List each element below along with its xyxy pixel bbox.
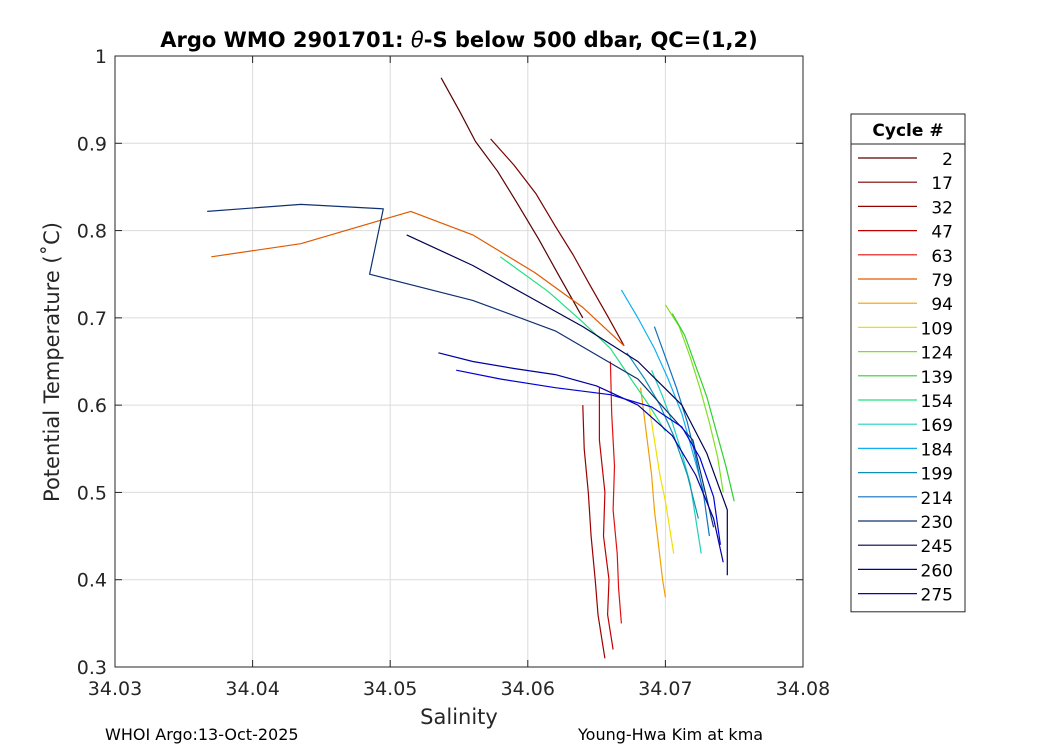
trace-cycle-47	[598, 387, 614, 650]
y-tick-label: 0.5	[77, 482, 107, 504]
trace-cycle-63	[609, 361, 622, 624]
trace-cycle-17	[490, 138, 625, 347]
x-tick-label: 34.05	[363, 678, 417, 700]
y-tick-label: 0.3	[77, 657, 107, 679]
legend-entry-label: 245	[921, 537, 953, 557]
y-tick-label: 0.7	[77, 308, 107, 330]
trace-cycle-169	[651, 369, 702, 554]
data-traces	[207, 77, 735, 659]
legend-box	[850, 113, 966, 613]
legend-entry-label: 2	[942, 150, 953, 170]
legend-entry-label: 230	[921, 513, 953, 533]
trace-cycle-230	[207, 203, 715, 528]
x-tick-label: 34.06	[501, 678, 555, 700]
trace-cycle-94	[640, 387, 666, 598]
legend-entry-label: 214	[921, 489, 953, 509]
footer-source: WHOI Argo:13-Oct-2025	[105, 725, 299, 744]
trace-cycle-154	[499, 256, 666, 432]
legend-entry-label: 260	[921, 561, 953, 581]
trace-cycle-79	[211, 210, 625, 347]
legend-entry-label: 154	[921, 392, 953, 412]
axes-box	[114, 55, 804, 668]
trace-cycle-214	[653, 326, 710, 537]
legend-entry-label: 199	[921, 465, 953, 485]
y-tick-label: 0.4	[77, 570, 107, 592]
legend-entry-label: 79	[931, 271, 953, 291]
legend-title: Cycle #	[872, 121, 943, 141]
trace-cycle-275	[456, 369, 721, 545]
legend-entry-label: 32	[931, 198, 953, 218]
trace-cycle-184	[620, 289, 705, 493]
legend-entry-label: 94	[931, 295, 953, 315]
x-tick-label: 34.08	[776, 678, 830, 700]
legend-entry-label: 109	[921, 319, 953, 339]
x-tick-label: 34.07	[638, 678, 692, 700]
legend-entry-label: 139	[921, 368, 953, 388]
trace-cycle-2	[440, 77, 584, 319]
trace-cycle-260	[438, 352, 724, 563]
legend-entry-label: 17	[931, 174, 953, 194]
x-axis-label: Salinity	[420, 705, 498, 729]
trace-cycle-199	[626, 352, 699, 519]
trace-cycle-109	[648, 405, 675, 554]
trace-cycle-139	[671, 313, 735, 502]
x-tick-label: 34.04	[225, 678, 279, 700]
legend-entry-label: 47	[931, 223, 953, 243]
legend-entry-label: 124	[921, 344, 953, 364]
legend-entry-label: 275	[921, 586, 953, 606]
y-tick-label: 0.6	[77, 395, 107, 417]
trace-cycle-245	[406, 234, 728, 576]
legend: Cycle # 2 17 32 47 63 79 94 109 124 139 154 169 184 19…	[850, 113, 966, 613]
legend-entry-label: 63	[931, 247, 953, 267]
trace-cycle-32	[582, 405, 606, 659]
y-tick-label: 1	[95, 46, 107, 68]
footer-author: Young-Hwa Kim at kma	[578, 725, 764, 744]
y-axis-label: Potential Temperature (˚C)	[40, 222, 64, 502]
legend-entry-label: 169	[921, 416, 953, 436]
chart-title: Argo WMO 2901701: θ-S below 500 dbar, QC…	[160, 28, 757, 52]
x-tick-label: 34.03	[88, 678, 142, 700]
axis-ticks: 34.03 34.04 34.05 34.06 34.07 34.08 0.3 0.4 0.5 0…	[77, 46, 830, 700]
legend-entry-label: 184	[921, 440, 953, 460]
y-tick-label: 0.8	[77, 221, 107, 243]
y-tick-label: 0.9	[77, 133, 107, 155]
